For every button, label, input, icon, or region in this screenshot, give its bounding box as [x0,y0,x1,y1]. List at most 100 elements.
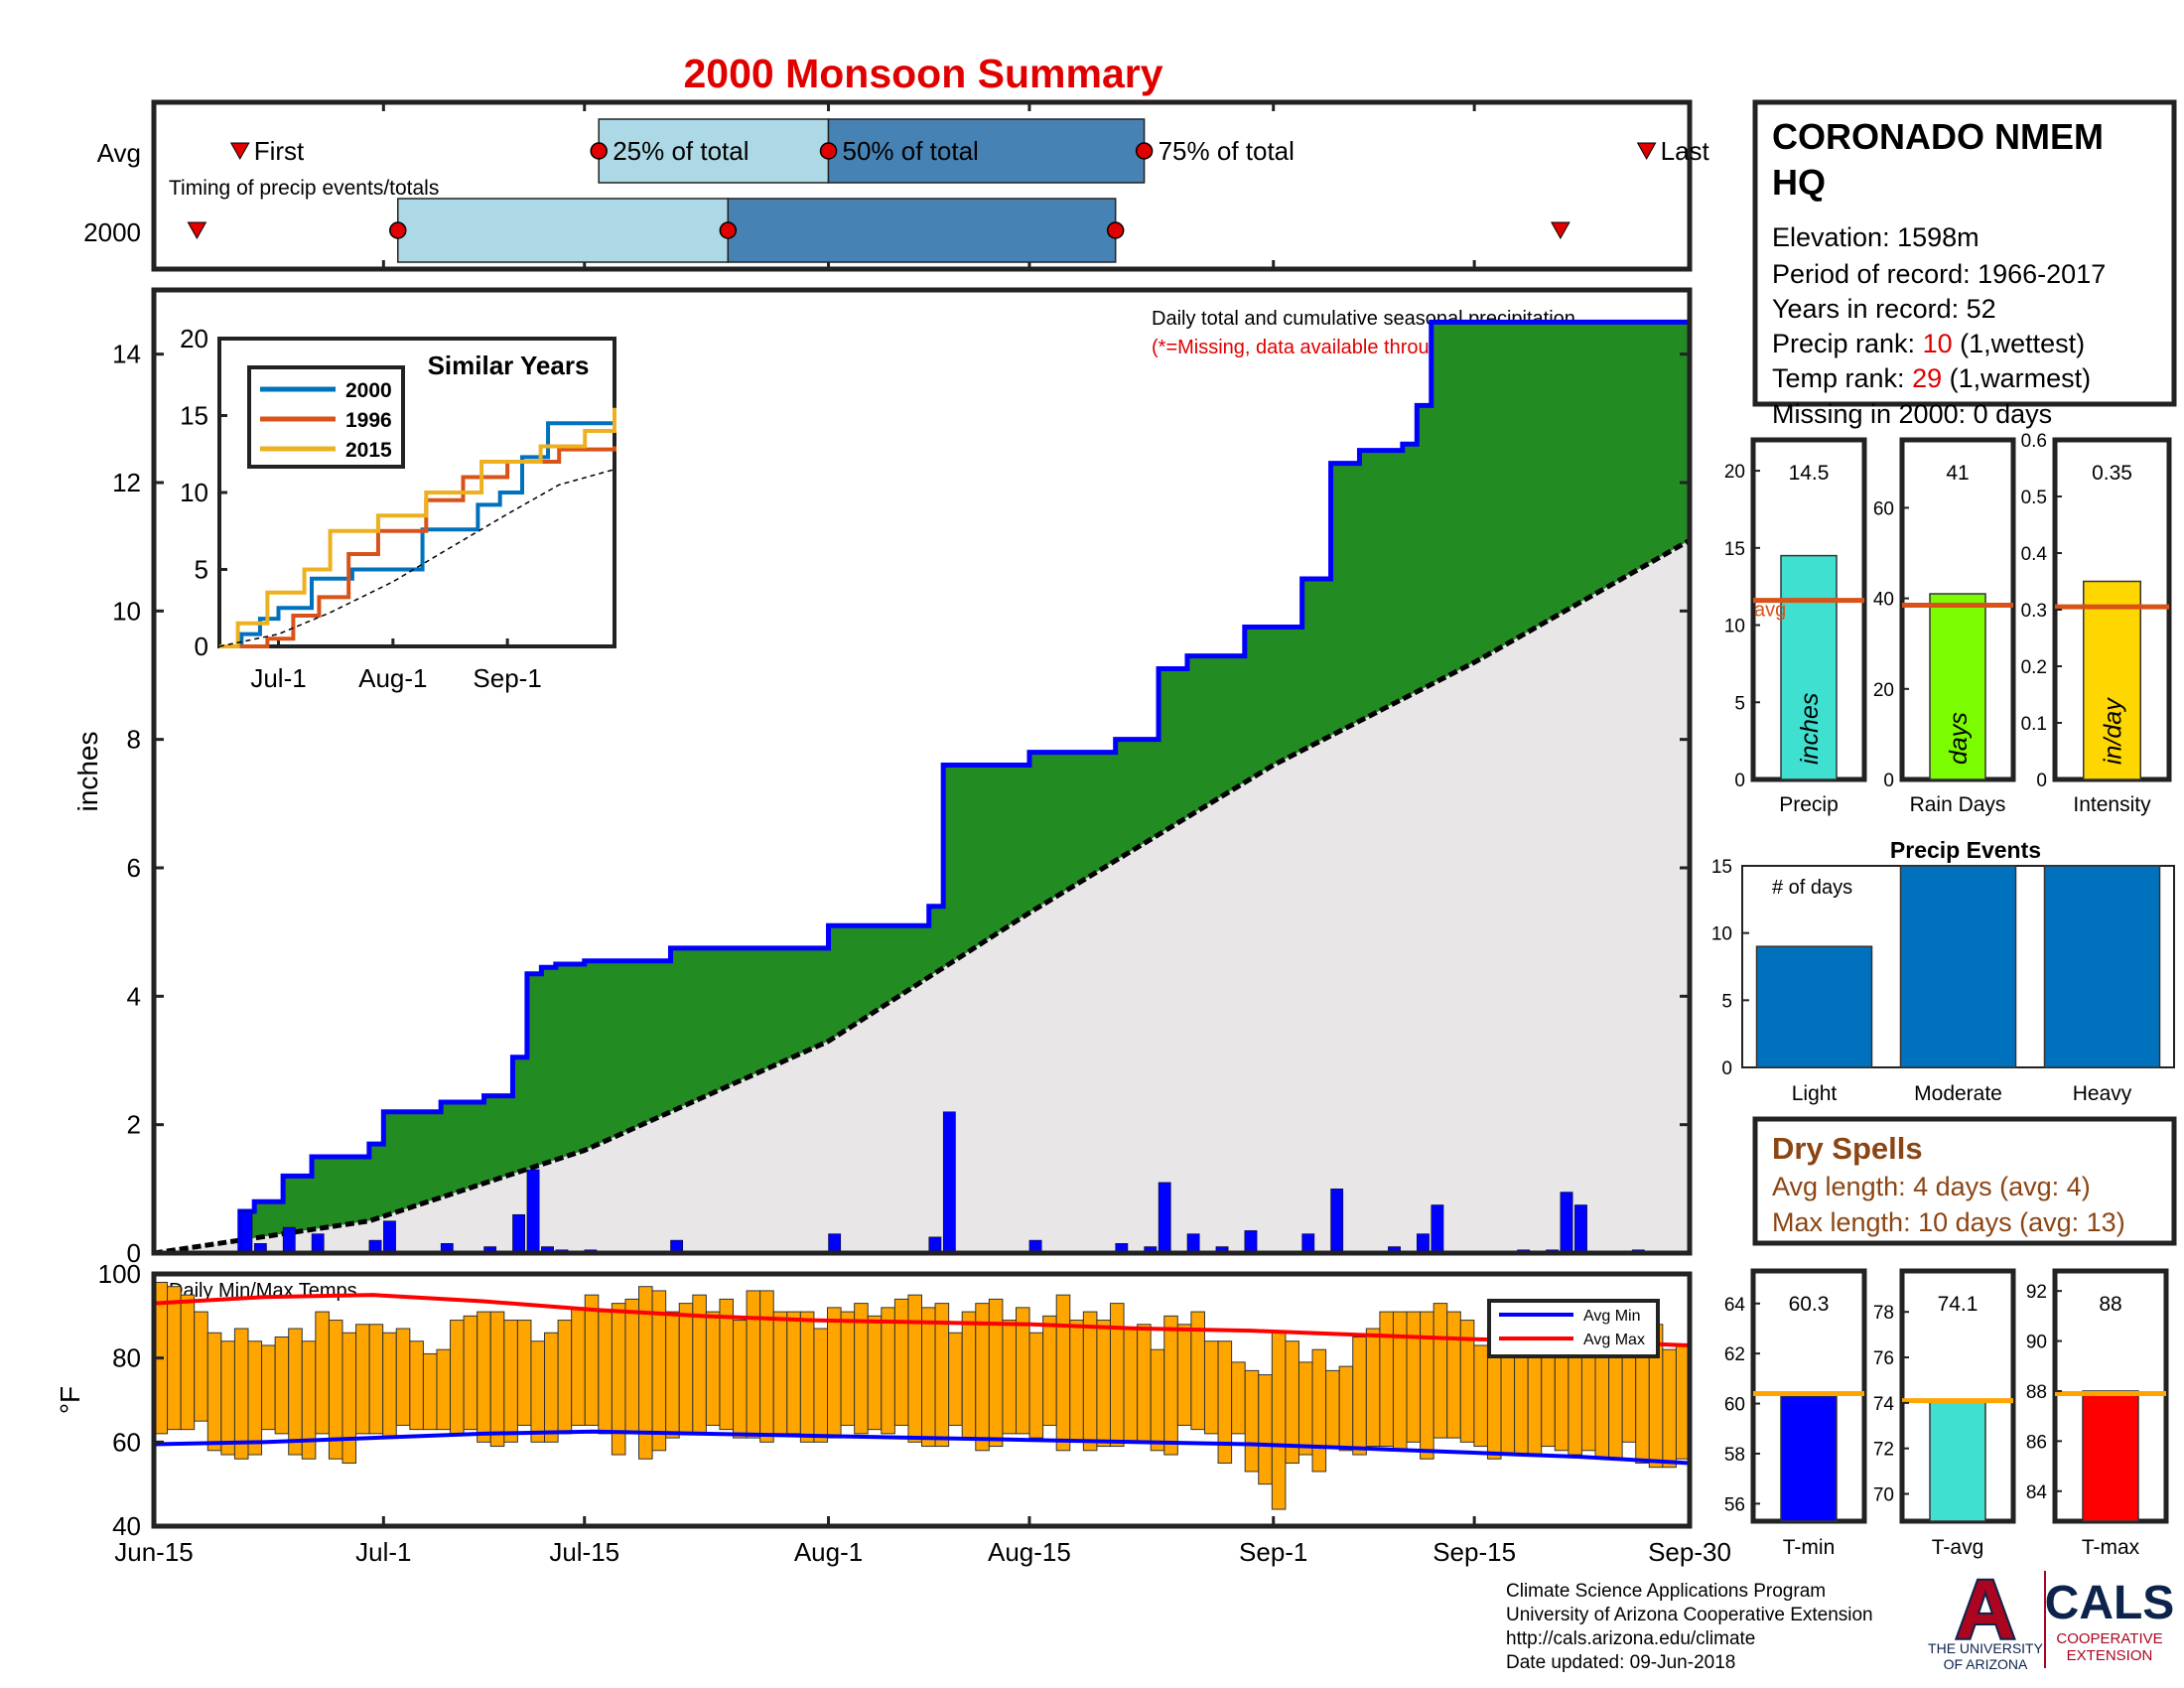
timing-percentile-marker [819,142,838,160]
temps-xtick-label: Aug-15 [988,1537,1071,1567]
main-ytick-label: 12 [112,468,141,497]
timing-panel: Avg 2000 Timing of precip events/totals … [83,99,1710,272]
inset-xtick-label: Jul-1 [250,663,306,693]
temp-range-bar [1271,1332,1287,1510]
temp-range-bar [1352,1336,1367,1456]
stat-bar [1780,1395,1838,1522]
temp-range-bar [503,1320,518,1443]
stat-unit-label: days [1945,712,1973,765]
avg-max-line [153,1293,1691,1347]
events-category-label: Moderate [1914,1082,2002,1105]
daily-precip-bar [1431,1204,1444,1254]
temp-range-bar [1406,1311,1422,1443]
inset-ytick-label: 5 [195,555,208,585]
daily-precip-bar [942,1111,956,1254]
temp-range-bar [1244,1369,1260,1473]
temps-xtick-label: Jul-1 [355,1537,411,1567]
stat-ytick-label: 60 [1724,1395,1745,1416]
timing-first-last-marker [229,142,250,161]
rain-days-chart: 41 0 20 40 60 days Rain Days [1873,437,2016,816]
temps-xtick-label: Sep-30 [1648,1537,1731,1567]
timing-first-last-marker [1551,221,1570,240]
temp-range-bar [194,1311,208,1422]
main-ytick-label: 0 [127,1238,141,1268]
events-title: Precip Events [1890,837,2041,863]
stat-ytick-label: 60 [1873,498,1894,519]
inset-ytick-label: 0 [195,632,208,661]
timing-caption: Timing of precip events/totals [169,177,439,200]
ua-logo-line2: OF ARIZONA [1944,1656,2028,1672]
temp-range-bar [1096,1320,1111,1448]
temp-range-bar [907,1294,922,1443]
temp-range-bar [1420,1311,1434,1460]
events-category-label: Heavy [2073,1082,2132,1105]
daily-precip-bar [383,1220,396,1254]
temp-range-bar [1123,1328,1139,1443]
timing-box-50-75 [727,198,1117,263]
cumulative-2000-line [154,319,1690,1256]
temp-range-bar [409,1340,424,1431]
inset-xtick-label: Sep-1 [473,663,541,693]
temp-range-bar [1297,1361,1313,1456]
station-elevation: Elevation: 1598m [1772,222,1979,252]
temps-xtick-label: Aug-1 [794,1537,863,1567]
tavg-chart: 74.1 70 72 74 76 78 T-avg [1873,1268,2016,1559]
stat-unit-label: in/day [2100,697,2127,765]
cals-logo-text: CALS [2045,1577,2175,1629]
timing-p25-label: 25% of total [613,136,749,166]
inset-legend-label: 2015 [345,439,392,462]
temps-ytick-label: 100 [98,1259,141,1289]
daily-precip-bar [1301,1233,1315,1254]
temp-range-bar [477,1311,491,1443]
tmax-chart: 88 84 86 88 90 92 T-max [2026,1268,2169,1559]
stat-unit-label: inches [1796,693,1824,765]
temp-range-bar [840,1311,856,1426]
temp-range-bar [786,1311,801,1435]
stat-ytick-label: 84 [2026,1482,2048,1503]
temp-range-bar [746,1290,761,1439]
stat-bar [2082,1390,2139,1522]
temp-range-bar [1069,1320,1084,1443]
station-frame [1752,99,2177,407]
stat-ytick-label: 62 [1724,1344,1745,1365]
timing-row-label-avg: Avg [97,138,141,168]
temp-range-bar [733,1320,748,1439]
timing-percentile-marker [590,142,608,160]
stat-bar [1780,554,1838,780]
temp-range-bar [450,1320,465,1435]
cals-line1: COOPERATIVE [2056,1630,2162,1647]
daily-precip-bar [1560,1192,1573,1254]
temps-ytick-label: 40 [112,1511,141,1541]
timing-percentile-marker [389,221,407,239]
temp-range-bar [772,1311,788,1435]
temp-range-bar [530,1340,546,1443]
daily-precip-bar [311,1233,325,1254]
temp-range-bar [1446,1311,1461,1439]
timing-p75-label: 75% of total [1159,136,1295,166]
inset-ytick-label: 10 [180,478,208,507]
temp-range-bar [355,1324,370,1435]
temp-range-bar [1002,1320,1017,1435]
stat-bar [1929,1399,1986,1522]
timing-first-last-marker [1636,142,1657,161]
stat-ytick-label: 40 [1873,590,1894,611]
temp-range-bar [368,1324,384,1435]
legend-avg-max-label: Avg Max [1583,1332,1645,1348]
avg-min-line [153,1429,1691,1466]
average-area [154,540,1690,1253]
temp-range-bar [571,1307,586,1426]
average-cumulative-line [153,538,1692,1256]
timing-percentile-marker [1106,221,1125,239]
daily-precip-bar [1417,1233,1430,1254]
temp-range-bar [1150,1348,1165,1452]
station-precip-rank: Precip rank: 10 (1,wettest) [1772,329,2085,358]
stat-ytick-label: 92 [2026,1282,2047,1303]
temps-xtick-label: Sep-1 [1239,1537,1307,1567]
station-name-line2: HQ [1772,162,1826,203]
stat-ytick-label: 10 [1724,617,1745,637]
stat-ytick-label: 20 [1873,680,1894,701]
temp-range-bar [665,1311,680,1439]
temp-range-bar [881,1307,895,1435]
